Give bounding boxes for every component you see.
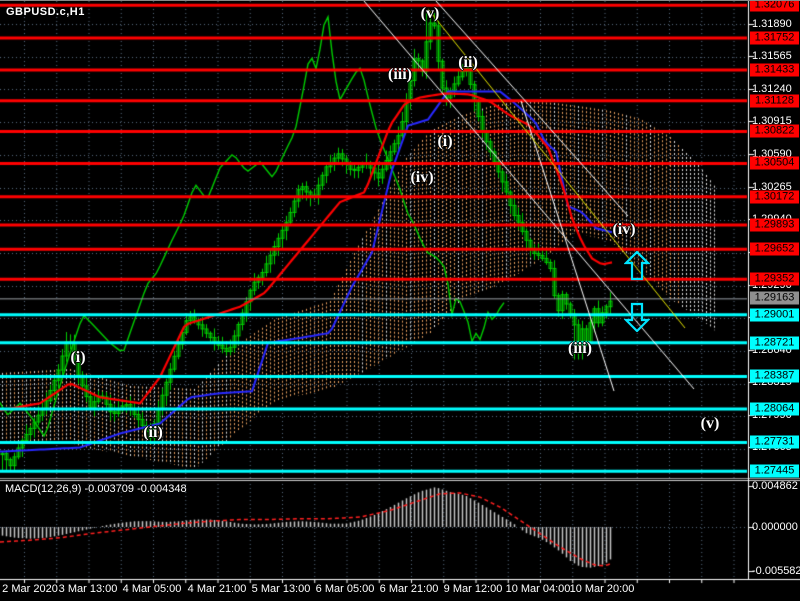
resistance-price-label: 1.31433 xyxy=(750,63,799,77)
resistance-price-label: 1.32076 xyxy=(750,1,799,12)
elliott-wave-label: (iv) xyxy=(410,169,434,186)
resistance-price-label: 1.29893 xyxy=(750,218,799,232)
elliott-wave-label: (v) xyxy=(700,415,720,432)
macd-name: MACD(12,26,9) xyxy=(5,483,82,495)
price-scale-tick: 1.30265 xyxy=(752,181,792,193)
current-price-label: 1.29163 xyxy=(750,291,799,305)
price-scale-tick: 1.30915 xyxy=(752,115,792,127)
time-axis-label: 10 Mar 04:00 xyxy=(505,583,571,595)
resistance-price-label: 1.30822 xyxy=(750,124,799,138)
forecast-up-arrow-icon xyxy=(624,251,650,281)
macd-scale-tick: 0.004862 xyxy=(752,480,798,492)
support-price-label: 1.29001 xyxy=(750,308,799,322)
elliott-wave-label: (ii) xyxy=(458,54,478,71)
elliott-wave-label: (v) xyxy=(420,5,440,22)
forecast-down-arrow-icon xyxy=(624,302,650,332)
macd-indicator-label: MACD(12,26,9) -0.003709 -0.004348 xyxy=(5,483,187,496)
resistance-price-label: 1.31752 xyxy=(750,31,799,45)
elliott-wave-label: (iii) xyxy=(388,66,412,83)
time-axis-label: 5 Mar 13:00 xyxy=(251,583,311,595)
elliott-wave-label: (iv) xyxy=(612,221,636,238)
time-axis-label: 9 Mar 12:00 xyxy=(443,583,503,595)
elliott-wave-label: (i) xyxy=(437,133,453,150)
time-axis-label: 10 Mar 20:00 xyxy=(569,583,635,595)
support-price-label: 1.28721 xyxy=(750,336,799,350)
support-price-label: 1.27731 xyxy=(750,435,799,449)
support-price-label: 1.28064 xyxy=(750,402,799,416)
resistance-price-label: 1.30504 xyxy=(750,156,799,170)
time-axis-label: 2 Mar 2020 xyxy=(2,583,58,595)
chart-title: GBPUSD.c,H1 xyxy=(6,6,85,18)
resistance-price-label: 1.31128 xyxy=(750,94,799,108)
price-scale-tick: 1.31890 xyxy=(752,18,792,30)
macd-scale-tick: 0.000000 xyxy=(752,521,798,533)
support-price-label: 1.27445 xyxy=(750,464,799,478)
time-axis-label: 4 Mar 21:00 xyxy=(187,583,247,595)
resistance-price-label: 1.29652 xyxy=(750,242,799,256)
support-price-label: 1.28387 xyxy=(750,369,799,383)
price-scale-tick: 1.31565 xyxy=(752,50,792,62)
elliott-wave-label: (i) xyxy=(70,349,86,366)
time-axis-label: 3 Mar 13:00 xyxy=(58,583,118,595)
time-axis-label: 4 Mar 05:00 xyxy=(122,583,182,595)
elliott-wave-label: (iii) xyxy=(568,340,592,357)
macd-signal-value: -0.004348 xyxy=(137,483,187,495)
macd-scale-tick: -0.005582 xyxy=(752,565,800,577)
time-axis-label: 6 Mar 21:00 xyxy=(379,583,439,595)
time-axis-label: 6 Mar 05:00 xyxy=(315,583,375,595)
resistance-price-label: 1.30172 xyxy=(750,190,799,204)
resistance-price-label: 1.29352 xyxy=(750,272,799,286)
macd-main-value: -0.003709 xyxy=(84,483,135,495)
price-scale-tick: 1.31240 xyxy=(752,83,792,95)
elliott-wave-label: (ii) xyxy=(143,424,163,441)
